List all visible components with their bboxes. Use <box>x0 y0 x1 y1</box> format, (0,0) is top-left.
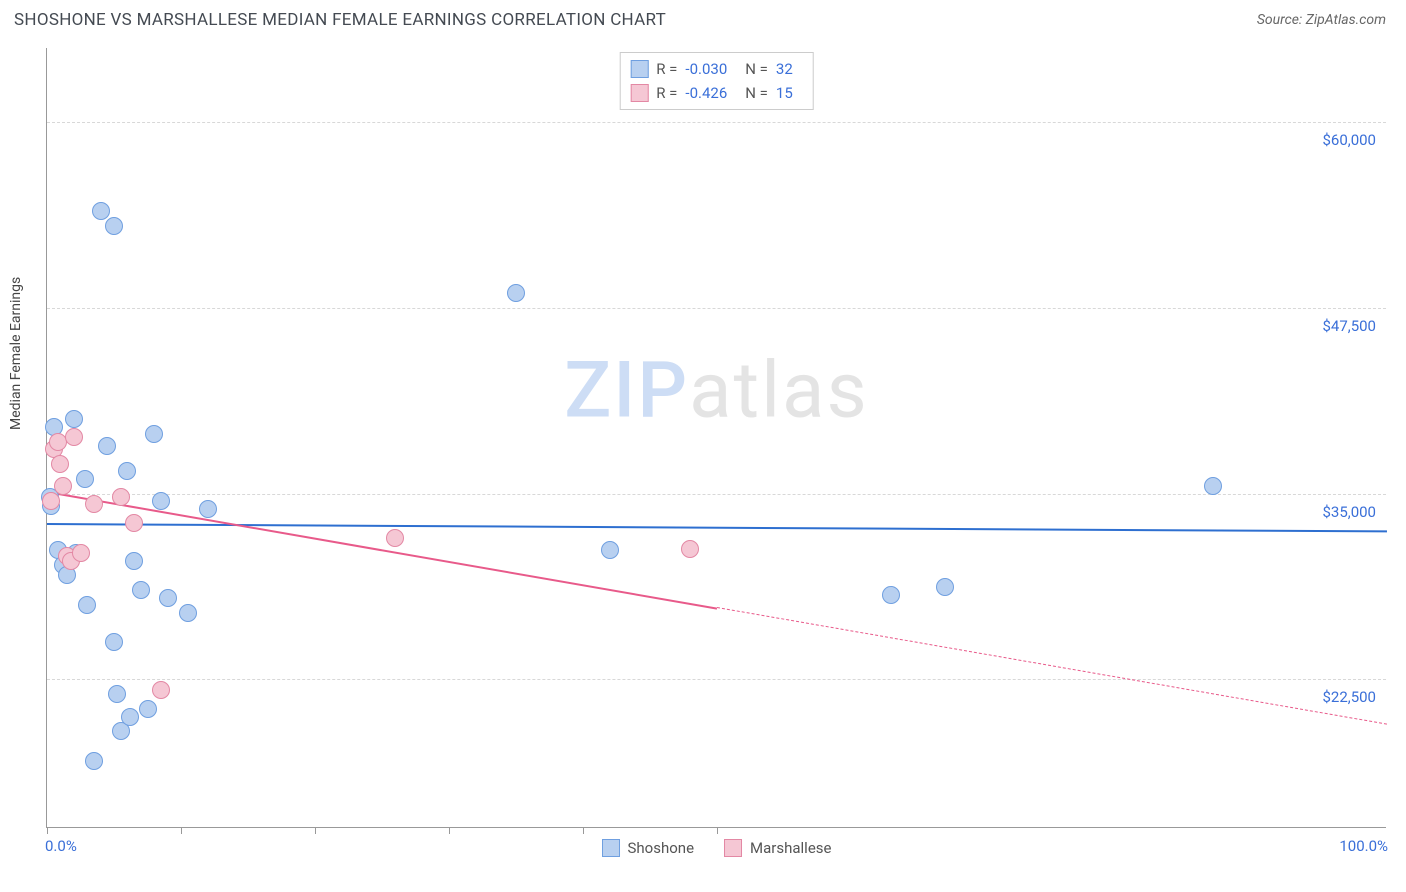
watermark-zip: ZIP <box>564 345 689 436</box>
data-point <box>112 488 130 506</box>
data-point <box>386 529 404 547</box>
data-point <box>51 455 69 473</box>
legend-n-label: N = <box>745 81 768 105</box>
gridline <box>47 494 1386 495</box>
series-legend-item: Shoshone <box>602 839 695 857</box>
data-point <box>125 552 143 570</box>
legend-n-value: 15 <box>776 81 793 105</box>
data-point <box>85 752 103 770</box>
y-tick-label: $47,500 <box>1322 317 1376 335</box>
data-point <box>199 500 217 518</box>
trend-line-extrapolated <box>717 607 1387 725</box>
chart-title: SHOSHONE VS MARSHALLESE MEDIAN FEMALE EA… <box>14 10 666 30</box>
legend-swatch <box>630 84 648 102</box>
legend-n-value: 32 <box>776 57 793 81</box>
data-point <box>105 217 123 235</box>
data-point <box>139 700 157 718</box>
data-point <box>152 681 170 699</box>
data-point <box>1204 477 1222 495</box>
data-point <box>78 596 96 614</box>
x-tick <box>449 827 450 834</box>
x-axis-max-label: 100.0% <box>1339 837 1388 855</box>
chart-header: SHOSHONE VS MARSHALLESE MEDIAN FEMALE EA… <box>0 0 1406 38</box>
data-point <box>159 589 177 607</box>
data-point <box>882 586 900 604</box>
watermark: ZIPatlas <box>564 345 869 436</box>
chart-plot-area: ZIPatlas $22,500$35,000$47,500$60,0000.0… <box>46 48 1386 828</box>
gridline <box>47 122 1386 123</box>
series-legend-label: Marshallese <box>750 839 831 857</box>
x-tick <box>583 827 584 834</box>
data-point <box>121 708 139 726</box>
data-point <box>681 540 699 558</box>
x-tick <box>181 827 182 834</box>
correlation-legend-row: R = -0.030 N = 32 <box>630 57 803 81</box>
y-tick-label: $22,500 <box>1322 688 1376 706</box>
data-point <box>42 492 60 510</box>
data-point <box>85 495 103 513</box>
x-tick <box>47 827 48 834</box>
correlation-legend: R = -0.030 N = 32 R = -0.426 N = 15 <box>619 52 814 110</box>
data-point <box>72 544 90 562</box>
series-legend-item: Marshallese <box>724 839 831 857</box>
data-point <box>132 581 150 599</box>
legend-n-label: N = <box>745 57 768 81</box>
legend-swatch <box>630 60 648 78</box>
watermark-atlas: atlas <box>689 345 869 436</box>
data-point <box>145 425 163 443</box>
legend-swatch <box>724 839 742 857</box>
data-point <box>179 604 197 622</box>
y-tick-label: $35,000 <box>1322 503 1376 521</box>
gridline <box>47 679 1386 680</box>
legend-r-label: R = <box>656 57 677 81</box>
series-legend: Shoshone Marshallese <box>602 839 832 857</box>
data-point <box>54 477 72 495</box>
data-point <box>507 284 525 302</box>
legend-swatch <box>602 839 620 857</box>
data-point <box>76 470 94 488</box>
data-point <box>936 578 954 596</box>
y-tick-label: $60,000 <box>1322 131 1376 149</box>
legend-r-value: -0.426 <box>685 81 727 105</box>
legend-r-value: -0.030 <box>685 57 727 81</box>
data-point <box>108 685 126 703</box>
data-point <box>92 202 110 220</box>
data-point <box>65 428 83 446</box>
legend-r-label: R = <box>656 81 677 105</box>
data-point <box>601 541 619 559</box>
data-point <box>125 514 143 532</box>
series-legend-label: Shoshone <box>628 839 695 857</box>
data-point <box>118 462 136 480</box>
gridline <box>47 308 1386 309</box>
data-point <box>152 492 170 510</box>
data-point <box>98 437 116 455</box>
data-point <box>65 410 83 428</box>
x-axis-min-label: 0.0% <box>45 837 77 855</box>
chart-source: Source: ZipAtlas.com <box>1257 12 1386 28</box>
data-point <box>105 633 123 651</box>
correlation-legend-row: R = -0.426 N = 15 <box>630 81 803 105</box>
y-axis-label: Median Female Earnings <box>8 277 24 430</box>
x-tick <box>315 827 316 834</box>
x-tick <box>717 827 718 834</box>
